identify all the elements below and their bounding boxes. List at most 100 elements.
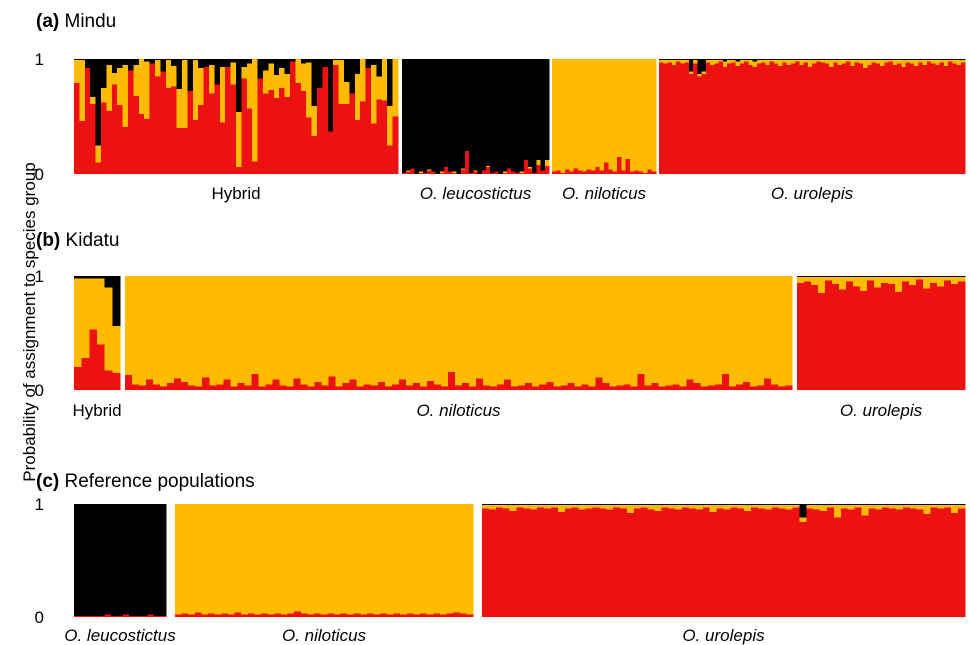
- panel-b-group-o-niloticus-bar-92-yellow: [770, 276, 779, 385]
- panel-c-group-o-niloticus-bar-44-red: [466, 614, 474, 617]
- panel-b-group-o-niloticus-bar-70-red: [616, 385, 624, 390]
- panel-c-group-o-urolepis-bar-60-red: [896, 509, 904, 617]
- panel-a-group-hybrid-bar-53-red: [360, 101, 366, 174]
- panel-b-group-o-urolepis-bar-18-yellow: [923, 277, 931, 289]
- panel-a-group-o-urolepis-bar-5-yellow: [680, 60, 685, 64]
- panel-c-group-o-urolepis-bar-49-red: [820, 510, 828, 617]
- panel-b-group-o-niloticus-bar-46-yellow: [447, 276, 456, 372]
- panel-c-group-o-urolepis-bar-4-black: [509, 504, 517, 506]
- panel-c-group-o-urolepis-bar-30-red: [689, 508, 697, 617]
- panel-b-group-o-niloticus-bar-87-red: [735, 384, 744, 390]
- panel-b-group-o-niloticus-bar-62-red: [560, 385, 568, 390]
- panel-b-group-o-niloticus-bar-52-yellow: [490, 276, 498, 387]
- panel-b-group-o-niloticus-bar-65-yellow: [581, 276, 589, 385]
- panel-a-group-hybrid-bar-58-yellow: [387, 106, 393, 146]
- panel-a-group-hybrid-bar-39-black: [284, 59, 291, 74]
- panel-a-group-hybrid-bar-59-yellow: [392, 59, 399, 117]
- panel-b-group-o-niloticus-bar-14-red: [223, 379, 231, 390]
- panel-c-group-o-urolepis-bar-41-red: [764, 509, 773, 617]
- panel-c-group-o-urolepis-bar-59-red: [889, 508, 897, 617]
- panel-c-group-o-urolepis-bar-52-red: [840, 508, 849, 617]
- panel-b-group-o-urolepis-bar-1-red: [804, 281, 812, 390]
- panel-a-group-hybrid-bar-46-red: [322, 67, 329, 174]
- panel-c-group-o-urolepis-bar-35-yellow: [723, 505, 731, 510]
- panel-a-group-o-urolepis-bar-32-red: [795, 61, 800, 174]
- panel-b-group-o-niloticus-bar-43-red: [426, 380, 435, 390]
- panel-a-group-o-urolepis-bar-60-black: [914, 59, 919, 61]
- panel-a-group-o-niloticus-bar-18-yellow: [630, 59, 635, 172]
- panel-a-group-o-leucostictus-bar-6-yellow: [427, 169, 432, 171]
- panel-b-title: (b) Kidatu: [36, 230, 119, 251]
- panel-b-group-o-niloticus-bar-32-red: [349, 379, 358, 390]
- panel-c-group-o-niloticus-bar-29-yellow: [367, 504, 375, 614]
- panel-a-group-o-niloticus-bar-3-red: [565, 169, 570, 174]
- panel-b-group-o-niloticus-bar-72-red: [630, 386, 638, 390]
- panel-b-group-o-urolepis-bar-8-yellow: [853, 277, 861, 287]
- panel-b-group-o-niloticus-bar-51-yellow: [483, 276, 491, 386]
- panel-a-group-hybrid-bar-4-black: [95, 59, 102, 146]
- panel-a-group-o-urolepis-bar-52-red: [880, 65, 885, 174]
- panel-b-group-o-niloticus-bar-39-red: [398, 379, 407, 390]
- panel-b-group-o-urolepis-bar-2-red: [811, 285, 819, 390]
- panel-b-group-o-niloticus-bar-47-red: [454, 385, 463, 390]
- panel-c-group-o-urolepis-bar-61-red: [902, 507, 911, 617]
- panel-b-group-o-niloticus-label: O. niloticus: [416, 401, 501, 420]
- panel-a-group-o-urolepis-bar-71-yellow: [960, 60, 966, 63]
- panel-a-group-o-urolepis-bar-39-red: [824, 63, 830, 174]
- panel-a-group-o-urolepis-bar-9-black: [697, 59, 702, 74]
- panel-b-group-o-niloticus-bar-58-yellow: [532, 276, 540, 387]
- panel-c-group-o-urolepis-bar-1-yellow: [488, 505, 497, 510]
- panel-a-group-o-leucostictus-bar-22-red: [494, 171, 499, 174]
- panel-a-group-hybrid-bar-48-yellow: [333, 60, 339, 65]
- panel-a-group-o-leucostictus-bar-2-red: [410, 168, 415, 174]
- panel-a-group-o-leucostictus-bar-18-black: [477, 59, 483, 174]
- panel-a-group-o-urolepis-bar-1-black: [663, 59, 668, 61]
- panel-c-group-o-urolepis-bar-2-red: [495, 507, 504, 617]
- panel-b-group-o-niloticus-bar-2-red: [139, 385, 147, 390]
- panel-b-group-o-niloticus-bar-77-yellow: [665, 276, 674, 386]
- panel-a-group-o-urolepis-bar-62-red: [922, 64, 928, 174]
- panel-a-group-o-urolepis-bar-45-yellow: [850, 60, 855, 66]
- panel-c-group-o-urolepis-bar-10-red: [551, 507, 559, 617]
- panel-a-group-o-urolepis-bar-18-black: [735, 59, 741, 62]
- panel-c-group-o-urolepis-bar-66-red: [937, 508, 945, 617]
- panel-c-group-o-niloticus-bar-13-yellow: [261, 504, 269, 614]
- panel-c-group-o-urolepis-bar-64-black: [923, 504, 931, 506]
- panel-a-group-o-urolepis-bar-19-black: [739, 59, 745, 61]
- panel-c-group-o-urolepis-bar-38-yellow: [744, 505, 752, 511]
- panel-c-group-o-leucostictus-bar-11-red: [141, 615, 148, 617]
- panel-b-group-hybrid-bar-1-black: [81, 276, 90, 279]
- panel-c-group-o-urolepis-bar-57-red: [875, 509, 883, 617]
- panel-b-group-o-niloticus-bar-42-red: [419, 386, 428, 390]
- panel-a-group-hybrid-bar-5-black: [101, 59, 107, 88]
- panel-a-group-o-urolepis-bar-60-yellow: [914, 60, 919, 66]
- panel-a-group-o-leucostictus-bar-17-yellow: [473, 170, 478, 172]
- panel-c-group-o-urolepis-bar-18-black: [606, 504, 614, 506]
- panel-b-group-o-niloticus-bar-24-yellow: [293, 276, 301, 379]
- panel-b-group-o-niloticus-bar-53-yellow: [497, 276, 505, 385]
- panel-c-group-o-niloticus-bar-3-yellow: [194, 504, 202, 613]
- panel-a-group-hybrid-bar-54-red: [365, 68, 372, 174]
- panel-a-group-hybrid-bar-49-black: [338, 59, 345, 61]
- panel-c-group-o-urolepis-bar-32-red: [702, 507, 711, 617]
- panel-a-group-o-urolepis-bar-64-yellow: [931, 60, 936, 64]
- panel-a-group-o-leucostictus-bar-25-black: [507, 59, 512, 169]
- panel-a-group-o-urolepis-bar-60-red: [914, 65, 919, 174]
- panel-b-group-o-niloticus-bar-79-red: [679, 386, 688, 390]
- panel-c-group-o-urolepis-bar-48-black: [813, 504, 821, 506]
- panel-b-group-o-niloticus-bar-35-red: [370, 385, 379, 390]
- panel-b-group-o-niloticus-bar-61-red: [553, 386, 561, 390]
- panel-a-group-o-niloticus-bar-7-yellow: [582, 59, 588, 172]
- panel-a-group-o-urolepis-bar-22-red: [752, 67, 758, 174]
- panel-a-group-o-niloticus-bar-9-red: [591, 170, 596, 174]
- panel-c-group-o-niloticus-bar-29-red: [367, 613, 375, 617]
- panel-c-group-o-niloticus-bar-19-red: [300, 613, 308, 617]
- panel-b-group-o-urolepis-bar-1-black: [804, 276, 812, 278]
- panel-b-group-o-niloticus-bar-57-yellow: [525, 276, 533, 384]
- panel-a-group-o-niloticus-bar-20-red: [638, 171, 644, 174]
- panel-b-group-o-niloticus-bar-36-yellow: [377, 276, 386, 383]
- panel-a-group-o-leucostictus-bar-1-yellow: [406, 170, 411, 172]
- panel-a-group-hybrid-bar-31-yellow: [241, 67, 248, 79]
- panel-a-group-hybrid-bar-28-red: [225, 67, 231, 174]
- panel-a-group-o-urolepis-bar-35-red: [807, 67, 813, 174]
